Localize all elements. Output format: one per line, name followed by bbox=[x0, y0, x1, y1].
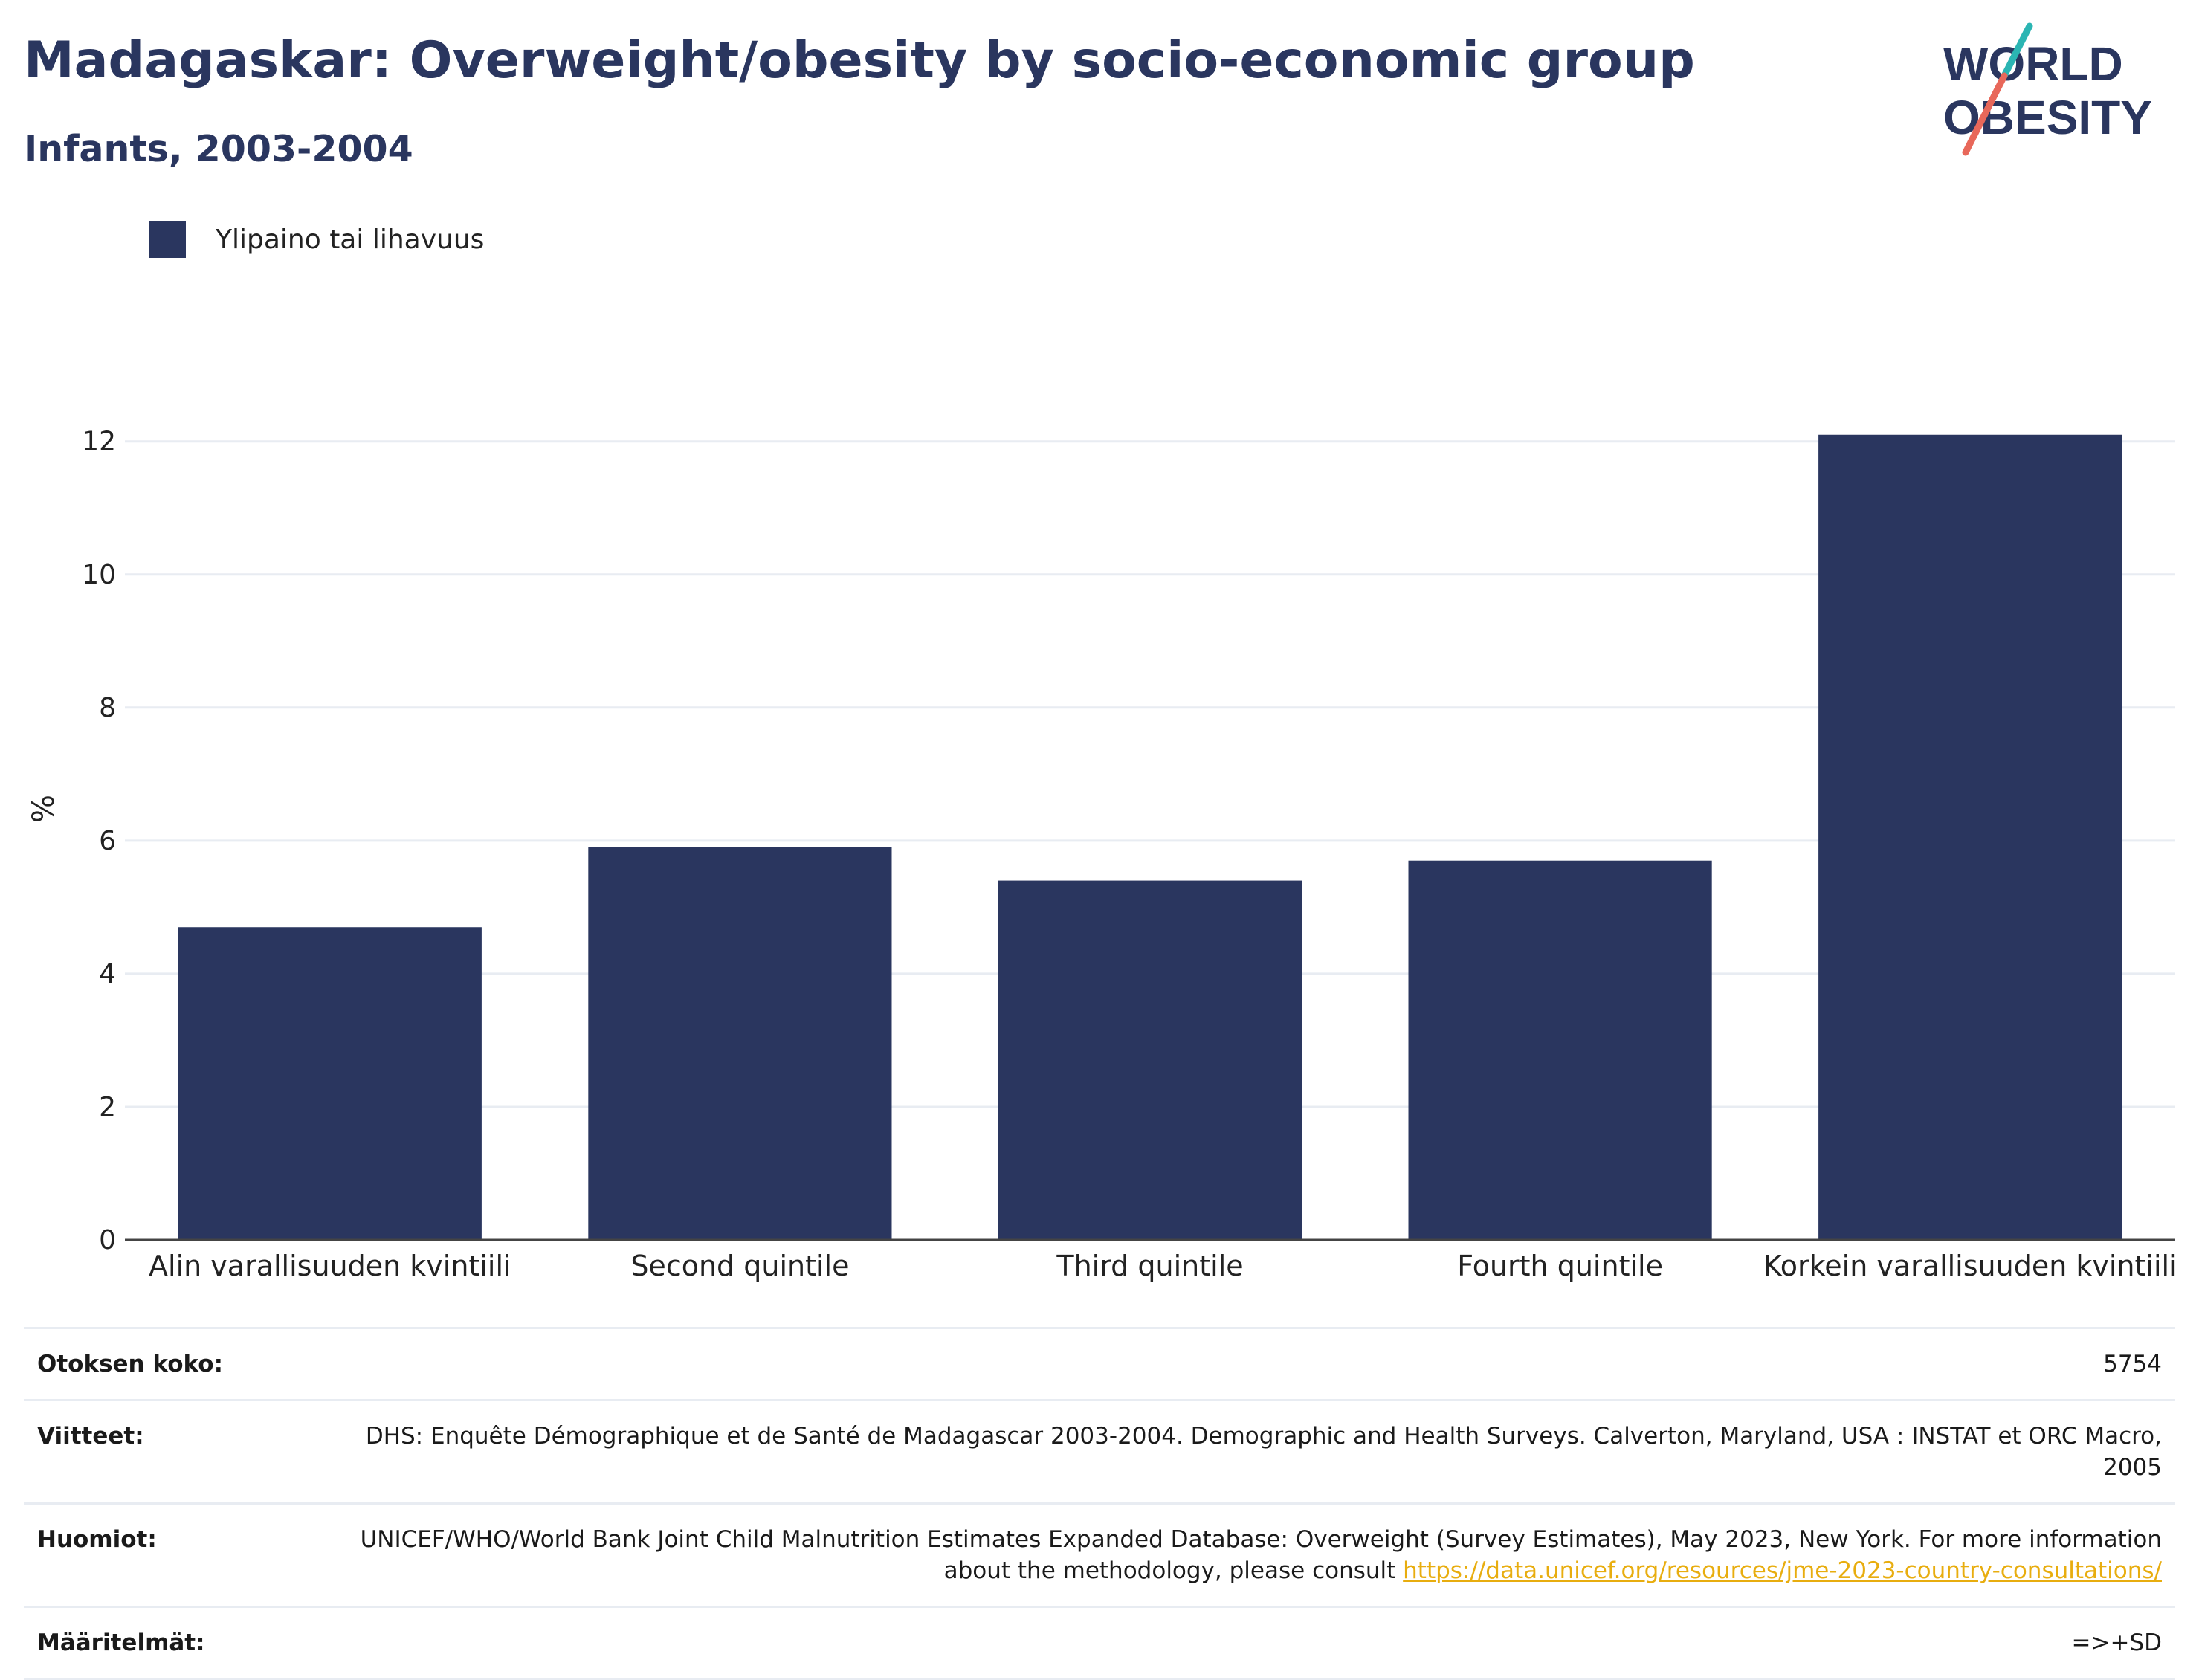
y-tick-label: 2 bbox=[99, 1092, 116, 1122]
logo-line1: WORLD bbox=[1943, 37, 2123, 91]
x-tick-label: Korkein varallisuuden kvintiili bbox=[1763, 1250, 2177, 1282]
meta-label-sample-size: Otoksen koko: bbox=[24, 1327, 333, 1400]
x-tick-label: Fourth quintile bbox=[1457, 1250, 1663, 1282]
y-axis-label: % bbox=[27, 795, 61, 823]
y-tick-label: 10 bbox=[82, 560, 116, 590]
meta-value-references: DHS: Enquête Démographique et de Santé d… bbox=[333, 1399, 2175, 1504]
chart-title: Madagaskar: Overweight/obesity by socio-… bbox=[24, 31, 1695, 90]
metadata-table: Otoksen koko: 5754 Viitteet: DHS: Enquêt… bbox=[24, 1327, 2175, 1680]
meta-notes-text: UNICEF/WHO/World Bank Joint Child Malnut… bbox=[360, 1526, 2162, 1584]
y-tick-label: 4 bbox=[99, 959, 116, 989]
bar[interactable] bbox=[1818, 434, 2122, 1240]
y-tick-label: 0 bbox=[99, 1225, 116, 1256]
meta-row-sample-size: Otoksen koko: 5754 bbox=[24, 1327, 2175, 1400]
y-tick-label: 8 bbox=[99, 693, 116, 723]
bar-chart: 0 2 4 6 8 10 12% Alin varallisuuden kvintiili Se… bbox=[27, 427, 2177, 1282]
x-tick-label: Second quintile bbox=[630, 1250, 849, 1282]
meta-value-sample-size: 5754 bbox=[333, 1327, 2175, 1400]
chart-subtitle: Infants, 2003-2004 bbox=[24, 128, 413, 170]
legend[interactable]: Ylipaino tai lihavuus bbox=[149, 220, 484, 259]
meta-label-references: Viitteet: bbox=[24, 1399, 333, 1504]
bar[interactable] bbox=[1408, 860, 1712, 1240]
meta-value-definitions: =>+SD bbox=[333, 1606, 2175, 1680]
x-tick-label: Alin varallisuuden kvintiili bbox=[149, 1250, 511, 1282]
logo-line2: OBESITY bbox=[1943, 91, 2152, 144]
meta-row-notes: Huomiot: UNICEF/WHO/World Bank Joint Chi… bbox=[24, 1502, 2175, 1607]
meta-row-definitions: Määritelmät: =>+SD bbox=[24, 1606, 2175, 1680]
meta-value-notes: UNICEF/WHO/World Bank Joint Child Malnut… bbox=[333, 1502, 2175, 1607]
legend-label: Ylipaino tai lihavuus bbox=[216, 224, 485, 255]
methodology-link[interactable]: https://data.unicef.org/resources/jme-20… bbox=[1403, 1557, 2162, 1584]
legend-swatch bbox=[149, 221, 186, 258]
bar[interactable] bbox=[178, 927, 482, 1240]
y-tick-label: 6 bbox=[99, 826, 116, 856]
bar[interactable] bbox=[588, 847, 892, 1240]
meta-label-definitions: Määritelmät: bbox=[24, 1606, 333, 1680]
meta-label-notes: Huomiot: bbox=[24, 1502, 333, 1607]
y-tick-label: 12 bbox=[82, 427, 116, 457]
x-tick-label: Third quintile bbox=[1056, 1250, 1243, 1282]
logo-coral-stroke bbox=[1962, 72, 2008, 156]
meta-row-references: Viitteet: DHS: Enquête Démographique et … bbox=[24, 1399, 2175, 1504]
logo-teal-stroke bbox=[2001, 22, 2033, 80]
bar[interactable] bbox=[998, 880, 1302, 1240]
world-obesity-logo: WORLD OBESITY bbox=[1943, 22, 2152, 156]
